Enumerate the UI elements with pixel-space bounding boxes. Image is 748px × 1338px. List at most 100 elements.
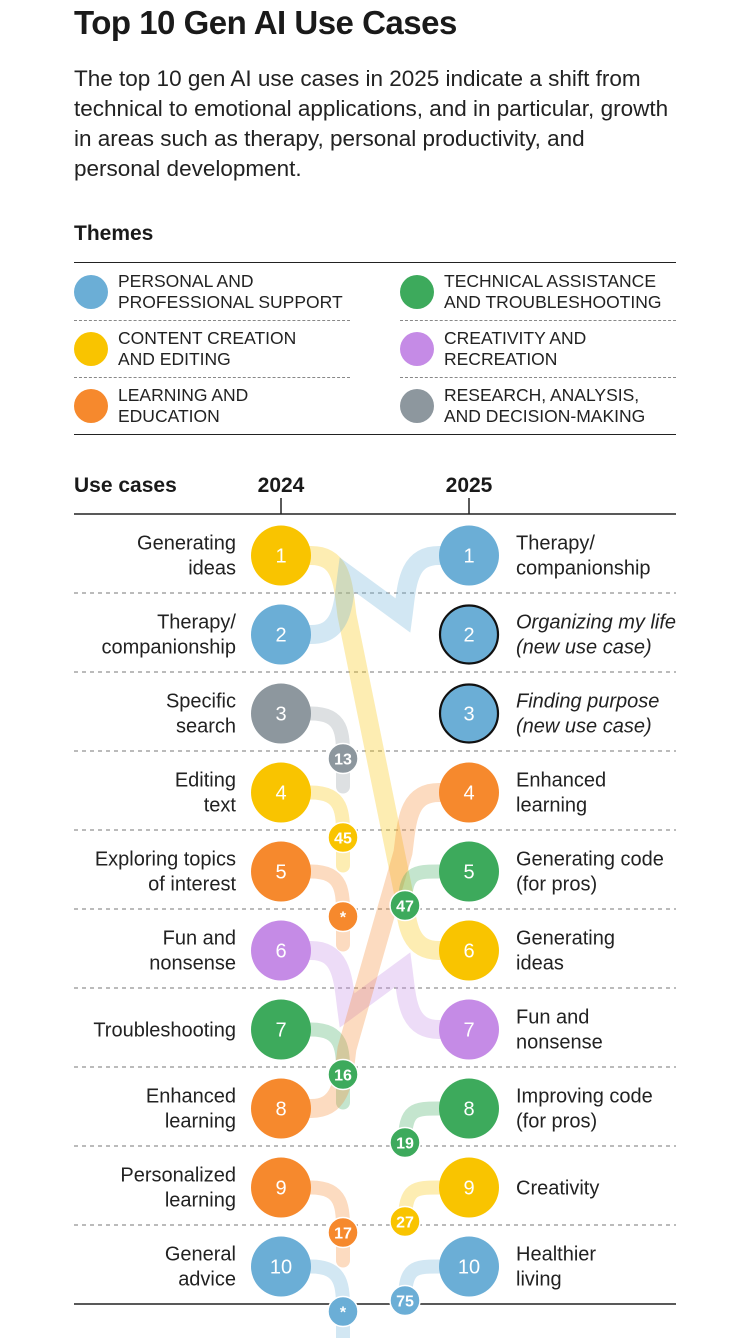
use-case-2024-label: learning <box>165 1111 236 1133</box>
use-case-2025-label: Fun and <box>516 1007 589 1029</box>
use-case-2025-label: Improving code <box>516 1086 653 1108</box>
use-case-2025-label: Finding purpose <box>516 691 659 713</box>
legend-item: LEARNING AND EDUCATION <box>74 377 248 434</box>
themes-heading: Themes <box>74 222 154 245</box>
rank-2025-number: 2 <box>463 625 474 647</box>
gridlines <box>74 498 676 1305</box>
rank-2024-number: 10 <box>270 1257 292 1279</box>
legend-item: CONTENT CREATION AND EDITING <box>74 320 296 377</box>
rank-2025-node <box>439 762 499 823</box>
use-case-2024-label: Specific <box>166 691 236 713</box>
rank-2024-number: 7 <box>275 1020 286 1042</box>
use-case-2024-label: learning <box>165 1190 236 1212</box>
rank-2025-chip-value: 17 <box>334 1226 352 1243</box>
use-case-2025-label: (new use case) <box>516 716 652 738</box>
use-case-2025-label: living <box>516 1269 562 1291</box>
rank-2024-number: 8 <box>275 1099 286 1121</box>
use-case-2024-label: ideas <box>188 558 236 580</box>
legend-item: CREATIVITY AND RECREATION <box>400 320 586 377</box>
rank-2025-node <box>439 841 499 902</box>
rank-2025-chip <box>327 1216 359 1249</box>
legend-divider <box>400 377 676 378</box>
rank-2024-chip-value: 75 <box>396 1294 414 1311</box>
legend-label: CONTENT CREATION AND EDITING <box>118 327 297 369</box>
legend-swatch <box>400 388 434 423</box>
legend-swatch <box>74 331 108 366</box>
rank-2025-number: 8 <box>463 1099 474 1121</box>
rank-2024-node <box>251 999 311 1060</box>
rank-link <box>271 941 479 1039</box>
rank-2024-node <box>251 683 311 744</box>
rank-2024-number: 6 <box>275 941 286 963</box>
rank-2024-chip <box>389 1126 421 1159</box>
legend-label: PERSONAL AND PROFESSIONAL SUPPORT <box>118 270 343 312</box>
rank-2025-node <box>439 1078 499 1139</box>
rank-2025-chip-value: 13 <box>334 752 352 769</box>
legend-swatch <box>74 388 108 423</box>
use-case-2025-label: learning <box>516 795 587 817</box>
use-case-2024-label: Personalized <box>120 1165 236 1187</box>
rank-2025-chip <box>327 900 359 933</box>
legend-swatch <box>400 331 434 366</box>
rank-link <box>271 546 479 644</box>
rank-2025-chip <box>327 1295 359 1328</box>
use-case-2024-label: General <box>165 1244 236 1266</box>
use-case-2024-label: Generating <box>137 533 236 555</box>
rank-2025-chip <box>327 742 359 775</box>
legend-divider <box>400 320 676 321</box>
use-case-2024-label: search <box>176 716 236 738</box>
rank-2025-chip-value: 16 <box>334 1068 352 1085</box>
rank-2024-number: 4 <box>275 783 286 805</box>
rank-2024-chip-value: 27 <box>396 1215 414 1232</box>
legend-item: RESEARCH, ANALYSIS, AND DECISION-MAKING <box>400 377 645 434</box>
rank-2024-chip <box>389 1205 421 1238</box>
rank-2024-node <box>251 1157 311 1218</box>
rank-2025-number: 5 <box>463 862 474 884</box>
rank-2025-number: 4 <box>463 783 474 805</box>
legend-item: PERSONAL AND PROFESSIONAL SUPPORT <box>74 263 343 320</box>
rank-2024-node <box>251 1078 311 1139</box>
year-2025-label: 2025 <box>445 474 493 497</box>
legend-label: TECHNICAL ASSISTANCE AND TROUBLESHOOTING <box>444 270 662 312</box>
rank-2024-number: 5 <box>275 862 286 884</box>
rank-2024-node <box>251 1236 311 1297</box>
rank-2025-number: 1 <box>463 546 474 568</box>
rank-2025-chip-value: * <box>340 910 347 927</box>
rank-2024-chip <box>389 889 421 922</box>
rank-2024-chip <box>389 1284 421 1317</box>
rank-2025-chip <box>327 1058 359 1091</box>
year-2024-label: 2024 <box>257 474 305 497</box>
legend-label: LEARNING AND EDUCATION <box>118 384 249 426</box>
rank-2024-node <box>251 762 311 823</box>
use-case-2025-label: Enhanced <box>516 770 606 792</box>
rank-2025-chip <box>327 821 359 854</box>
rank-2024-node <box>251 841 311 902</box>
rank-2025-number: 3 <box>463 704 474 726</box>
rank-2025-chip-value: * <box>340 1305 347 1322</box>
legend-divider <box>74 320 350 321</box>
use-case-2025-label: Generating <box>516 928 615 950</box>
use-cases-heading: Use cases <box>74 474 177 497</box>
rank-2025-number: 9 <box>463 1178 474 1200</box>
use-case-2025-label: ideas <box>516 953 564 975</box>
rank-2024-chip-value: 47 <box>396 899 414 916</box>
use-case-2024-label: Enhanced <box>146 1086 236 1108</box>
legend-swatch <box>400 274 434 309</box>
rank-2025-number: 7 <box>463 1020 474 1042</box>
use-case-2024-label: of interest <box>148 874 236 896</box>
chart-subtitle: The top 10 gen AI use cases in 2025 indi… <box>74 66 669 181</box>
use-case-2025-label: nonsense <box>516 1032 603 1054</box>
rank-labels: Generating ideas Therapy/companionship Spec… <box>93 533 676 1291</box>
rank-link <box>271 546 479 960</box>
rank-2025-node <box>439 525 499 586</box>
rank-2024-node <box>251 920 311 981</box>
use-case-2024-label: Fun and <box>163 928 236 950</box>
rank-2024-node <box>251 525 311 586</box>
use-case-2025-label: Generating code <box>516 849 664 871</box>
use-case-2024-label: text <box>204 795 237 817</box>
chart-title: Top 10 Gen AI Use Cases <box>74 4 457 41</box>
rank-2025-new-node <box>438 604 500 665</box>
use-case-2025-label: Therapy/ <box>516 533 595 555</box>
